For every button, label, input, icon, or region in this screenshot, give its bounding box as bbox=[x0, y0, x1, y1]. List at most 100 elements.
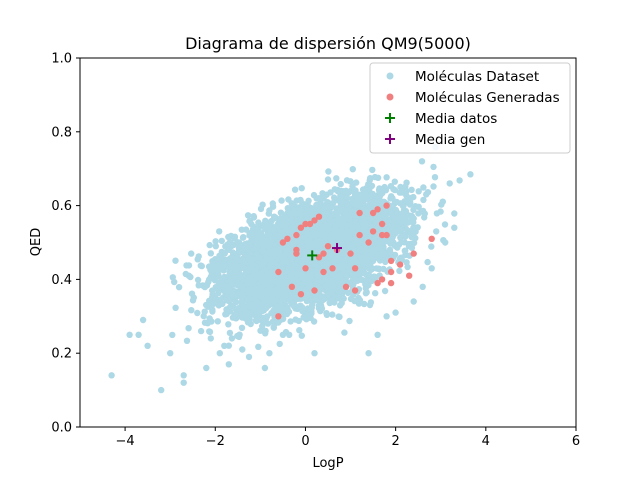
data-point bbox=[408, 186, 415, 193]
data-point bbox=[231, 272, 238, 279]
data-point bbox=[281, 291, 288, 299]
data-point bbox=[408, 227, 415, 234]
data-point bbox=[335, 280, 342, 288]
data-point bbox=[246, 291, 253, 298]
data-point bbox=[364, 230, 371, 237]
data-point bbox=[403, 259, 410, 266]
data-point bbox=[188, 307, 195, 314]
data-point bbox=[408, 244, 416, 252]
data-point bbox=[433, 210, 441, 217]
data-point bbox=[325, 226, 332, 234]
data-point bbox=[367, 199, 374, 207]
data-point bbox=[229, 314, 237, 321]
data-point bbox=[410, 233, 417, 240]
data-point bbox=[308, 240, 315, 247]
data-point bbox=[280, 253, 287, 261]
data-point bbox=[391, 178, 398, 185]
data-point bbox=[371, 173, 379, 181]
data-point bbox=[393, 224, 401, 231]
data-point bbox=[376, 265, 383, 273]
data-point bbox=[209, 287, 216, 294]
data-point bbox=[326, 216, 333, 223]
data-point bbox=[347, 229, 354, 236]
data-point bbox=[307, 314, 314, 322]
data-point bbox=[339, 250, 346, 257]
data-point bbox=[467, 171, 474, 178]
data-point bbox=[337, 193, 344, 200]
data-point bbox=[245, 313, 252, 320]
data-point bbox=[394, 210, 402, 217]
data-point bbox=[238, 283, 246, 290]
data-point bbox=[239, 292, 246, 300]
data-point bbox=[346, 236, 354, 243]
data-point bbox=[245, 249, 253, 257]
data-point bbox=[349, 183, 356, 190]
data-point bbox=[209, 294, 216, 301]
data-point bbox=[338, 299, 345, 307]
data-point bbox=[261, 297, 268, 304]
data-point bbox=[188, 250, 195, 257]
data-point bbox=[223, 297, 230, 304]
data-point bbox=[226, 269, 233, 276]
data-point bbox=[389, 239, 396, 246]
data-point bbox=[275, 282, 282, 289]
data-point bbox=[259, 322, 266, 330]
data-point bbox=[374, 224, 381, 231]
data-point bbox=[307, 261, 315, 268]
data-point bbox=[379, 254, 386, 261]
data-point bbox=[340, 214, 347, 221]
data-point bbox=[225, 233, 232, 241]
data-point bbox=[349, 242, 356, 249]
data-point bbox=[430, 183, 437, 190]
data-point bbox=[229, 290, 236, 297]
data-point bbox=[240, 276, 248, 284]
data-point bbox=[324, 176, 332, 183]
data-point bbox=[209, 308, 216, 315]
data-point bbox=[194, 309, 201, 317]
data-point bbox=[369, 193, 376, 201]
data-point bbox=[346, 317, 353, 325]
data-point bbox=[185, 325, 192, 332]
data-point bbox=[366, 216, 374, 223]
data-point bbox=[402, 251, 409, 259]
data-point bbox=[288, 300, 296, 307]
data-point bbox=[441, 221, 449, 228]
data-point bbox=[172, 304, 179, 311]
data-point bbox=[356, 297, 364, 304]
data-point bbox=[262, 277, 269, 285]
data-point bbox=[420, 196, 427, 204]
data-point bbox=[197, 262, 204, 269]
data-point bbox=[195, 282, 202, 289]
data-point bbox=[398, 238, 405, 246]
data-point bbox=[228, 335, 236, 342]
data-point bbox=[343, 177, 351, 184]
data-point bbox=[421, 210, 428, 217]
data-point bbox=[402, 207, 410, 215]
data-point bbox=[367, 299, 375, 306]
data-point bbox=[224, 241, 231, 248]
data-point bbox=[169, 331, 176, 339]
data-point bbox=[309, 208, 316, 215]
data-point bbox=[275, 250, 283, 257]
data-point bbox=[350, 276, 357, 283]
data-point bbox=[388, 193, 395, 200]
data-point bbox=[385, 222, 392, 229]
data-point bbox=[295, 265, 302, 273]
data-point bbox=[226, 329, 234, 337]
data-point bbox=[225, 321, 232, 328]
data-point bbox=[312, 295, 319, 303]
data-point bbox=[280, 259, 287, 266]
data-point bbox=[329, 311, 336, 318]
data-point bbox=[367, 175, 374, 182]
data-point bbox=[305, 289, 312, 296]
data-point bbox=[175, 284, 183, 291]
data-point bbox=[234, 239, 242, 247]
data-point bbox=[285, 308, 293, 315]
data-point bbox=[244, 212, 252, 219]
data-point bbox=[424, 258, 431, 266]
data-point bbox=[277, 209, 285, 216]
data-point bbox=[212, 238, 219, 245]
data-point bbox=[255, 289, 262, 296]
data-point bbox=[322, 259, 330, 266]
data-point bbox=[172, 257, 179, 264]
